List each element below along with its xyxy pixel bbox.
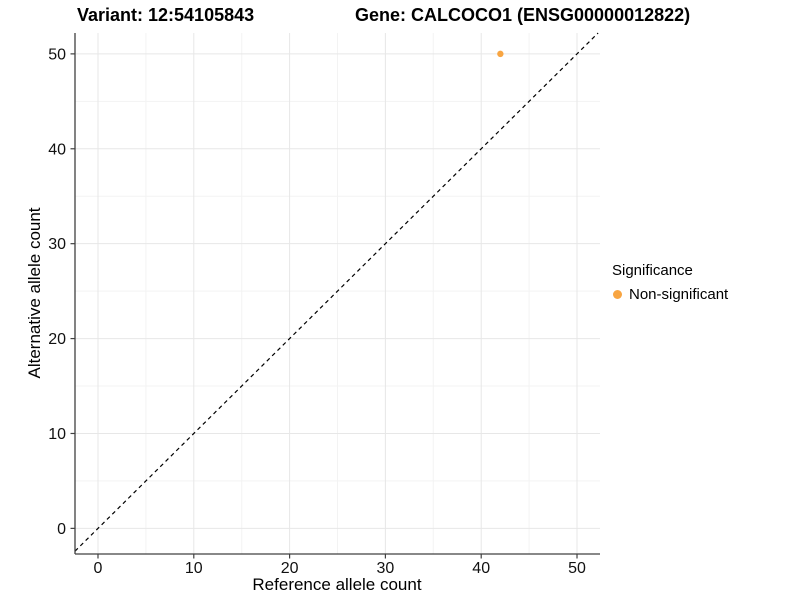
grid-layer [75,33,600,554]
data-point-layer [497,50,504,58]
y-tick-label: 30 [48,236,66,253]
x-tick-label: 30 [377,560,395,577]
x-tick-label: 40 [472,560,490,577]
legend-item: Non-significant [613,286,728,303]
variant-title: Variant: 12:54105843 [77,5,255,25]
x-tick-label: 20 [281,560,299,577]
legend: Significance Non-significant [612,262,728,303]
reference-line-layer [74,32,599,552]
y-tick-label: 50 [48,46,66,63]
axis-layer: 0 10 20 30 40 50 0 10 20 30 40 50 [48,33,600,577]
x-tick-label: 50 [568,560,586,577]
y-tick-label: 20 [48,331,66,348]
y-tick-label: 10 [48,426,66,443]
x-axis-title: Reference allele count [252,575,421,594]
data-point [497,50,504,58]
y-axis-title: Alternative allele count [25,207,44,378]
x-tick-label: 0 [94,560,103,577]
gene-title: Gene: CALCOCO1 (ENSG00000012822) [355,5,691,25]
y-tick-label: 0 [57,521,66,538]
identity-reference-line [74,32,599,552]
legend-title: Significance [612,262,693,279]
legend-items: Non-significant [612,286,728,303]
legend-marker-circle-icon [613,290,622,299]
legend-item-label: Non-significant [629,286,729,303]
x-tick-label: 10 [185,560,203,577]
y-tick-label: 40 [48,141,66,158]
